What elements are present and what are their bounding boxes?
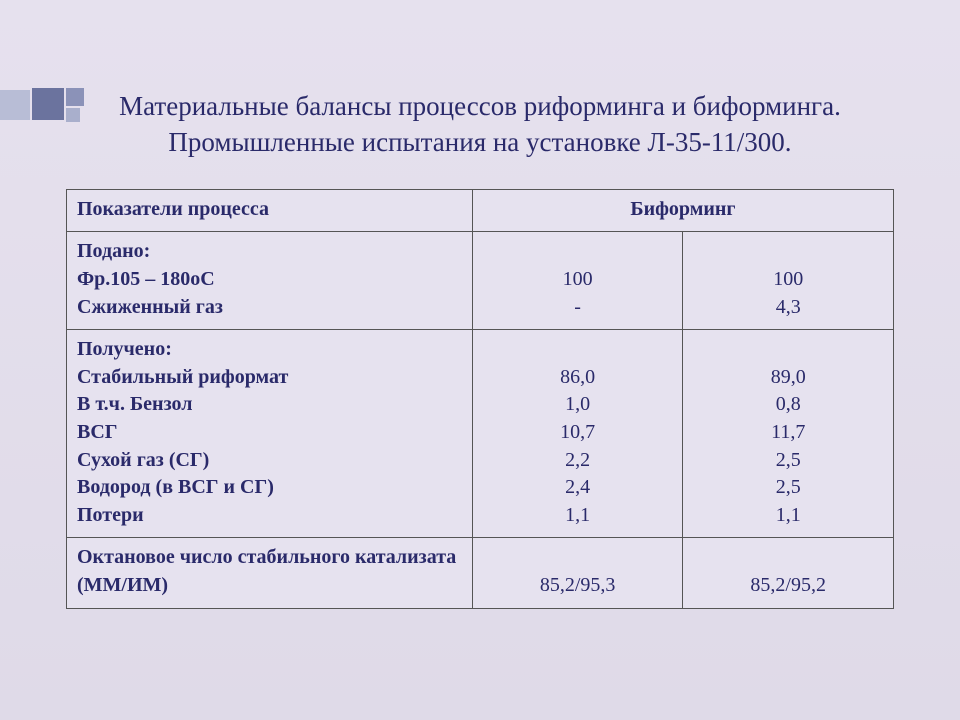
table-row: Подано: Фр.105 – 180оС Сжиженный газ 100… (67, 232, 894, 330)
deco-square (66, 108, 80, 122)
deco-square (32, 88, 64, 120)
table-header-row: Показатели процесса Биформинг (67, 189, 894, 232)
balance-table: Показатели процесса Биформинг Подано: Фр… (66, 189, 894, 609)
corner-decoration (0, 88, 200, 148)
table-row: Получено: Стабильный риформат В т.ч. Бен… (67, 330, 894, 538)
row-value-a: 100 - (472, 232, 683, 330)
header-col-2: Биформинг (472, 189, 893, 232)
row-value-b: 100 4,3 (683, 232, 894, 330)
row-value-a: 85,2/95,3 (472, 538, 683, 608)
deco-square (66, 88, 84, 106)
table-row: Октановое число стабильного катализата (… (67, 538, 894, 608)
row-label: Октановое число стабильного катализата (… (67, 538, 473, 608)
row-value-a: 86,0 1,0 10,7 2,2 2,4 1,1 (472, 330, 683, 538)
row-value-b: 89,0 0,8 11,7 2,5 2,5 1,1 (683, 330, 894, 538)
row-label: Подано: Фр.105 – 180оС Сжиженный газ (67, 232, 473, 330)
row-value-b: 85,2/95,2 (683, 538, 894, 608)
deco-square (0, 90, 30, 120)
row-label: Получено: Стабильный риформат В т.ч. Бен… (67, 330, 473, 538)
header-col-1: Показатели процесса (67, 189, 473, 232)
